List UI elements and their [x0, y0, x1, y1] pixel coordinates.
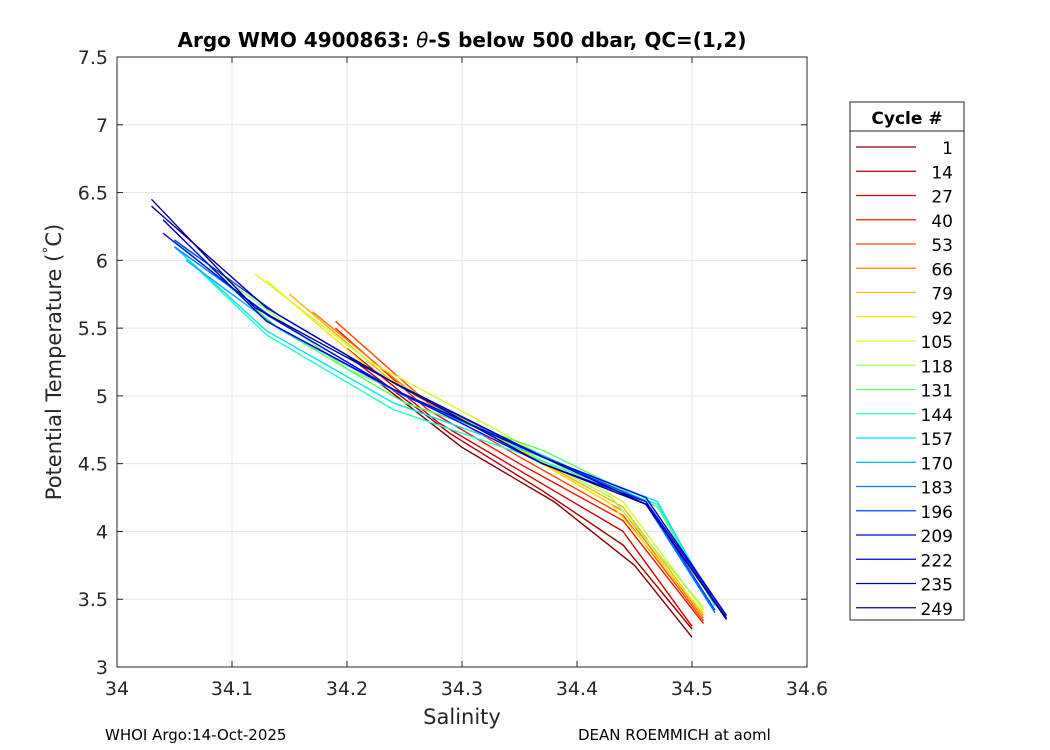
footer-right: DEAN ROEMMICH at aoml	[578, 726, 771, 744]
legend-label: 196	[921, 503, 953, 523]
chart-title-part-1: Argo WMO 4900863:	[178, 28, 417, 52]
y-axis-label-part-3: C)	[42, 224, 66, 247]
x-tick-label: 34.6	[786, 678, 828, 700]
y-tick-label: 5.5	[78, 318, 108, 340]
chart-title-theta: θ	[416, 28, 428, 52]
legend-entries: 1 14 27 40 53 66 79 92 105 118 131 144 157 170 183 196 2…	[856, 139, 953, 620]
legend-label: 157	[921, 430, 953, 450]
chart-title-part-2: -S below 500 dbar, QC=(1,2)	[428, 28, 746, 52]
x-tick-label: 34.4	[556, 678, 598, 700]
legend-label: 209	[921, 527, 953, 547]
y-tick-label: 7.5	[78, 47, 108, 69]
legend-label: 105	[921, 333, 953, 353]
legend-label: 118	[921, 357, 953, 377]
series-line-cycle-1	[369, 375, 693, 638]
ticks	[116, 56, 808, 668]
y-tick-label: 3.5	[78, 589, 108, 611]
y-axis-label-degree: °	[41, 247, 57, 254]
legend-title: Cycle #	[871, 109, 942, 129]
footer-left: WHOI Argo:14-Oct-2025	[105, 726, 287, 744]
legend-label: 92	[931, 309, 953, 329]
legend-label: 249	[921, 600, 953, 620]
x-tick-label: 34.2	[326, 678, 368, 700]
y-tick-label: 7	[96, 115, 108, 137]
tick-labels: 34 34.1 34.2 34.3 34.4 34.5 34.6 3 3.5 4 4.5 5 5.5 6 6…	[78, 47, 828, 700]
y-tick-label: 6.5	[78, 183, 108, 205]
legend-label: 14	[931, 163, 953, 183]
x-axis-label: Salinity	[423, 705, 501, 729]
x-tick-label: 34.5	[671, 678, 713, 700]
x-tick-label: 34	[105, 678, 129, 700]
series-line-cycle-40	[335, 327, 705, 625]
y-axis-label-part-1: Potential Temperature (	[42, 254, 66, 501]
series-line-cycle-249	[150, 198, 728, 621]
legend-label: 40	[931, 212, 953, 232]
series-line-cycle-144	[174, 246, 716, 604]
legend-label: 131	[921, 382, 953, 402]
legend-label: 1	[942, 139, 953, 159]
x-tick-label: 34.1	[211, 678, 253, 700]
legend-label: 53	[931, 236, 953, 256]
legend-label: 222	[921, 551, 953, 571]
series-group	[150, 198, 728, 638]
y-tick-label: 4.5	[78, 454, 108, 476]
legend: Cycle # 1 14 27 40 53 66 79 92 105 118 131 144 157 17…	[849, 101, 965, 621]
legend-label: 144	[921, 406, 953, 426]
y-tick-label: 4	[96, 521, 108, 543]
x-tick-label: 34.3	[441, 678, 483, 700]
legend-label: 183	[921, 479, 953, 499]
y-tick-label: 6	[96, 250, 108, 272]
legend-label: 235	[921, 576, 953, 596]
y-tick-label: 3	[96, 657, 108, 679]
legend-box	[849, 101, 965, 621]
series-line-cycle-14	[346, 354, 693, 630]
y-tick-label: 5	[96, 386, 108, 408]
legend-label: 79	[931, 285, 953, 305]
series-line-cycle-157	[174, 246, 716, 607]
legend-label: 170	[921, 454, 953, 474]
chart-title: Argo WMO 4900863: θ-S below 500 dbar, QC…	[178, 28, 747, 52]
legend-label: 27	[931, 188, 953, 208]
y-axis-label: Potential Temperature (°C)	[41, 224, 66, 500]
series-line-cycle-105	[254, 273, 705, 611]
legend-label: 66	[931, 260, 953, 280]
